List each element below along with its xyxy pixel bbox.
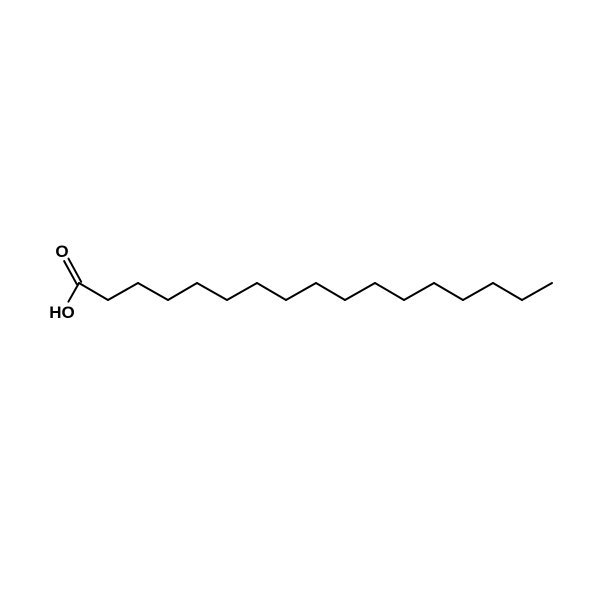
bond-layer	[0, 0, 600, 600]
atom-label-O_H: HO	[49, 303, 75, 323]
molecule-diagram: O HO	[0, 0, 600, 600]
atom-label-O_double: O	[55, 242, 68, 262]
